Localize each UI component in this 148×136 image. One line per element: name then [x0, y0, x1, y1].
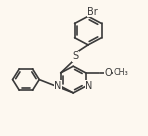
Text: N: N — [54, 81, 61, 91]
Text: S: S — [72, 51, 78, 61]
Text: Br: Br — [87, 7, 98, 17]
Text: O: O — [104, 68, 112, 78]
Text: CH₃: CH₃ — [113, 68, 128, 77]
Text: N: N — [85, 81, 92, 91]
